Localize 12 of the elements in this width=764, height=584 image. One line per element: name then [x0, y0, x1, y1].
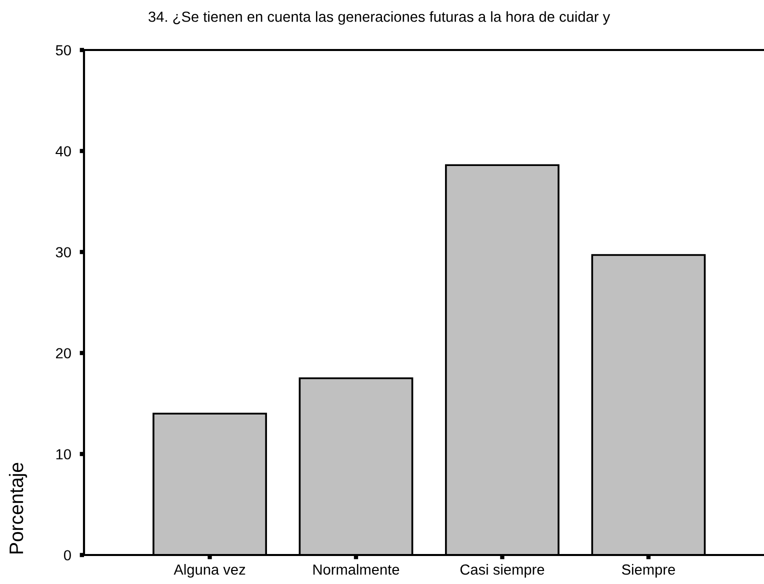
chart-title: 34. ¿Se tienen en cuenta las generaciones futuras a la hora de cuidar y — [148, 11, 610, 25]
x-tick-label: Siempre — [622, 564, 675, 578]
y-axis-title: Porcentaje — [8, 462, 28, 554]
y-tick-label: 20 — [56, 348, 71, 358]
x-tick-label: Casi siempre — [460, 564, 544, 578]
y-tick-label: 0 — [64, 550, 71, 560]
y-tick-label: 10 — [56, 449, 71, 460]
y-tick-label: 50 — [56, 45, 71, 56]
x-tick-label: Alguna vez — [174, 564, 246, 578]
y-tick-label: 40 — [56, 146, 71, 156]
x-tick-label: Normalmente — [313, 564, 400, 575]
y-tick-label: 30 — [56, 247, 71, 258]
